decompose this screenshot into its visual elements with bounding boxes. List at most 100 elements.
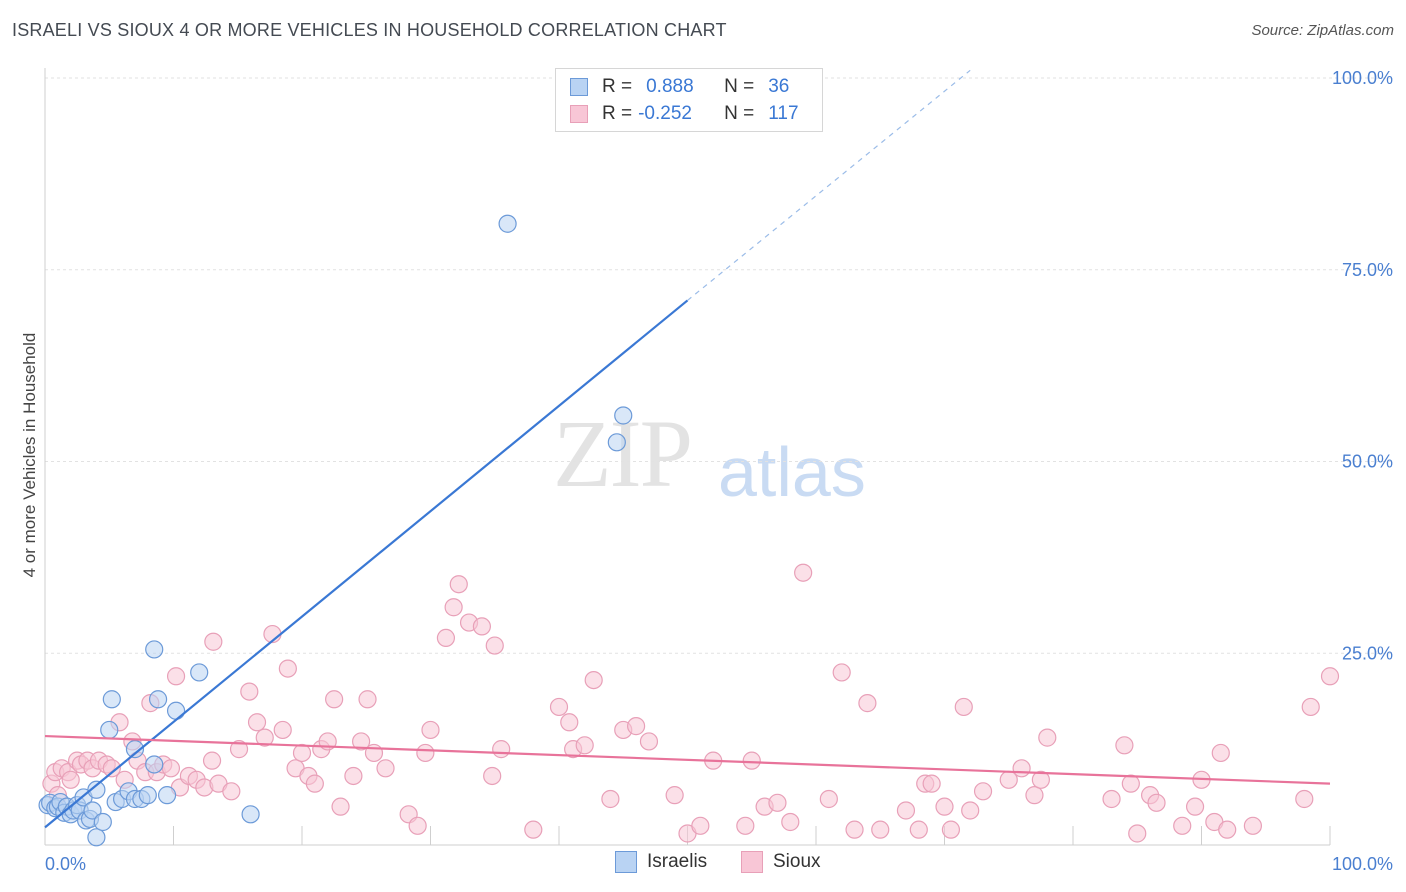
n-label: N =	[724, 103, 755, 124]
stats-row-israelis: R = 0.888 N = 36	[570, 75, 789, 99]
sioux-point	[601, 789, 620, 809]
watermark-atlas: atlas	[718, 433, 866, 511]
sioux-point	[408, 816, 427, 835]
israelis-point	[83, 801, 102, 820]
sioux-point	[240, 682, 259, 701]
y-tick-label: 100.0%	[1332, 68, 1393, 88]
sioux-point	[1211, 743, 1230, 763]
sioux-point	[935, 797, 954, 816]
sioux-point	[483, 766, 502, 786]
sioux-point	[449, 575, 468, 594]
sioux-point	[1320, 667, 1340, 686]
r-value: 0.888	[646, 76, 694, 97]
sioux-point	[331, 797, 350, 816]
sioux-point	[325, 690, 344, 709]
sioux-point	[492, 740, 511, 759]
israelis-point	[148, 690, 168, 709]
israelis-point	[100, 720, 119, 740]
sioux-point	[1102, 789, 1121, 809]
sioux-point	[344, 766, 363, 786]
sioux-point	[845, 820, 864, 839]
sioux-point	[941, 820, 961, 839]
sioux-point	[961, 801, 980, 820]
israelis-point	[138, 786, 157, 805]
sioux-point	[305, 774, 324, 793]
sioux-point	[444, 598, 463, 617]
sioux-point	[1012, 759, 1031, 778]
israelis-point	[145, 755, 164, 774]
israelis-point	[607, 433, 626, 452]
sioux-point	[781, 812, 800, 832]
sioux-point	[416, 743, 435, 763]
israelis-point	[190, 663, 209, 682]
sioux-point	[858, 694, 877, 713]
sioux-point	[691, 816, 710, 835]
sioux-point	[736, 816, 755, 835]
sioux-point	[376, 759, 395, 778]
sioux-point	[1115, 736, 1134, 755]
sioux-point	[1031, 770, 1050, 789]
sioux-point	[166, 667, 186, 686]
sioux-point	[202, 751, 222, 770]
israelis-point	[145, 640, 164, 659]
israelis-point	[498, 214, 517, 233]
chart-title: ISRAELI VS SIOUX 4 OR MORE VEHICLES IN H…	[12, 20, 727, 40]
israelis-point	[614, 406, 633, 425]
israelis-point	[102, 690, 121, 709]
sioux-point	[1173, 816, 1192, 835]
sioux-point	[204, 632, 223, 651]
r-label: R =	[602, 103, 633, 124]
sioux-point	[1128, 824, 1147, 843]
israelis-point	[93, 812, 112, 832]
sioux-point	[584, 670, 603, 690]
israelis-point	[157, 786, 177, 805]
x-tick-label: 0.0%	[45, 854, 86, 874]
sioux-point	[549, 697, 569, 717]
legend-item-sioux: Sioux	[741, 851, 821, 873]
sioux-point	[819, 789, 838, 809]
y-tick-label: 50.0%	[1342, 452, 1393, 472]
r-value: -0.252	[638, 103, 692, 124]
sioux-point	[794, 563, 813, 582]
sioux-point	[524, 820, 543, 839]
sioux-point	[909, 820, 928, 839]
sioux-point	[61, 770, 80, 789]
sioux-point	[1025, 786, 1044, 805]
sioux-point	[1147, 793, 1166, 812]
sioux-point	[1218, 820, 1237, 839]
sioux-point	[273, 720, 292, 740]
legend-israelis-label: Israelis	[647, 851, 708, 872]
r-label: R =	[602, 76, 633, 97]
sioux-point	[485, 636, 504, 655]
legend-item-israelis: Israelis	[615, 851, 707, 873]
legend-israelis-swatch	[615, 851, 637, 873]
sioux-point	[421, 720, 440, 740]
sioux-point	[1121, 774, 1140, 793]
israelis-point	[166, 701, 186, 720]
sioux-point	[229, 740, 249, 759]
sioux-point	[575, 736, 594, 755]
sioux-point	[896, 801, 916, 820]
sioux-point	[247, 713, 267, 732]
sioux-point	[358, 690, 377, 709]
sioux-point	[278, 659, 297, 678]
sioux-point	[1243, 816, 1263, 835]
sioux-point	[1295, 789, 1314, 809]
sioux-point	[665, 786, 684, 805]
x-tick-label: 100.0%	[1332, 854, 1393, 874]
sioux-point	[560, 713, 579, 732]
israelis-swatch	[570, 78, 588, 96]
n-label: N =	[724, 76, 755, 97]
legend-sioux-label: Sioux	[773, 851, 821, 872]
stats-row-sioux: R = -0.252 N = 117	[570, 102, 799, 126]
sioux-point	[255, 728, 274, 747]
legend-sioux-swatch	[741, 851, 763, 873]
israelis-point	[241, 805, 260, 824]
sioux-point	[832, 663, 851, 682]
sioux-point	[1301, 697, 1320, 717]
source-label: Source: ZipAtlas.com	[1251, 22, 1394, 39]
sioux-point	[222, 782, 241, 801]
sioux-point	[768, 793, 787, 812]
israelis-point	[87, 828, 106, 847]
